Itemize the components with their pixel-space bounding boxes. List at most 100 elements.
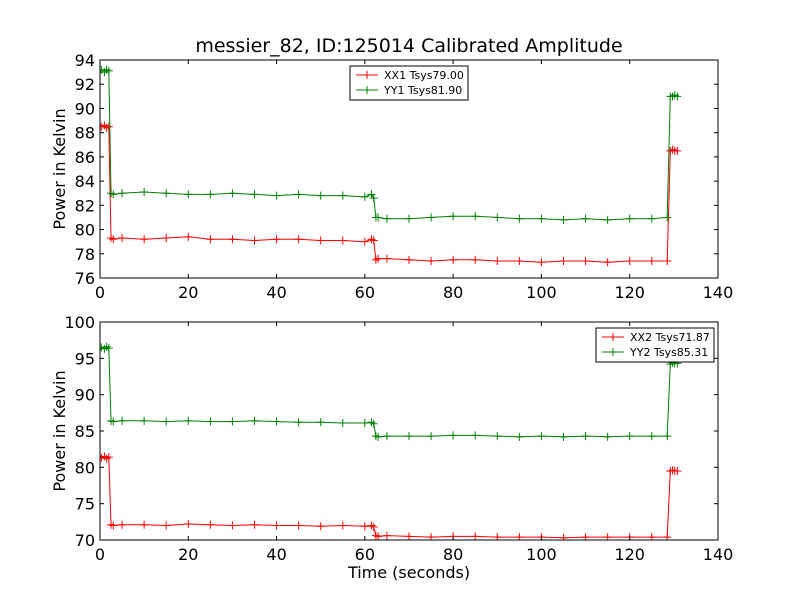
chart-0-series-0-point (206, 235, 215, 244)
chart-1-series-1-point (109, 417, 118, 426)
chart-0-series-0-point (109, 235, 118, 244)
chart-1-series-0-point (360, 522, 369, 531)
chart-0-legend-label: XX1 Tsys79.00 (384, 69, 464, 82)
chart-0-legend-marker (363, 86, 371, 94)
chart-1-series-1-point (471, 431, 480, 440)
chart-1-series-1-point (140, 416, 149, 425)
chart-0-legend: XX1 Tsys79.00 YY1 Tsys81.90 (349, 65, 469, 101)
chart-1-series-0-point (369, 522, 378, 531)
chart-1-series-1-point (405, 432, 413, 441)
chart-0-series-1-point (493, 213, 502, 222)
chart-0-series-1-point (338, 191, 347, 200)
chart-0-legend-marker (363, 71, 371, 79)
chart-1-xtick-label: 40 (266, 545, 286, 564)
chart-0-ytick-label: 80 (75, 221, 95, 240)
chart-1-ytick-label: 75 (75, 495, 95, 514)
chart-0-series-1-point (405, 214, 413, 223)
chart-1-series-0-point (184, 520, 193, 529)
chart-0-series-0-point (369, 236, 378, 245)
chart-1-series-1-point (559, 432, 568, 441)
chart-0-series-0-point (360, 237, 369, 246)
chart-0-series-1 (100, 65, 682, 224)
chart-0-series-0 (100, 121, 682, 267)
chart-1-series-0-point (118, 520, 127, 529)
chart-1-xtick-label: 100 (526, 545, 557, 564)
chart-1-series-0-point (673, 466, 682, 475)
chart-1-xtick-label: 0 (95, 545, 105, 564)
chart-0-xtick-label: 120 (614, 283, 645, 302)
chart-0-series-0-point (493, 257, 502, 266)
chart-1-ytick-label: 100 (64, 313, 95, 332)
chart-1-series-0-point (316, 522, 325, 531)
chart-1-legend-label: YY2 Tsys85.31 (629, 346, 708, 359)
chart-1-xtick-label: 20 (178, 545, 198, 564)
chart-1-series-0-point (228, 521, 237, 530)
chart-1-series-0-point (250, 520, 259, 529)
chart-0-ylabel: Power in Kelvin (50, 108, 69, 229)
chart-0-series-1-point (449, 212, 458, 221)
chart-0-series-1-point (118, 189, 127, 198)
chart-0-series-1-point (581, 214, 590, 223)
chart-0-series-1-point (360, 192, 369, 201)
chart-1-series-0-point (382, 531, 391, 540)
chart-0-series-0-point (338, 236, 347, 245)
chart-0-series-0-point (228, 235, 237, 244)
chart-0-series-1-point (603, 215, 612, 224)
chart-0-legend-label: YY1 Tsys81.90 (383, 84, 462, 97)
chart-0-series-1-point (140, 188, 149, 197)
chart-0-series-0-point (316, 236, 325, 245)
chart-0-series-1-point (250, 190, 259, 199)
chart-0-series-0-point (625, 257, 634, 266)
chart-0-series-1-point (294, 190, 303, 199)
chart-0-series-1-point (228, 189, 237, 198)
chart-0-series-1-point (109, 190, 118, 199)
chart-1-series-0-point (471, 532, 480, 540)
chart-0-series-1-point (382, 214, 391, 223)
chart-1-series-1-point (663, 432, 672, 441)
chart-1-series-0-point (338, 521, 347, 530)
chart-0-ytick-label: 88 (75, 124, 95, 143)
chart-0-series-1-point (625, 214, 634, 223)
chart-1-series-1-point (382, 432, 391, 441)
chart-1-ytick-label: 85 (75, 422, 95, 441)
chart-1-series-0-line (101, 455, 678, 539)
chart-1-series-1-point (316, 418, 325, 427)
chart-1-series-1-point (581, 432, 590, 441)
chart-0-series-1-point (537, 214, 546, 223)
chart-1-series-1-point (338, 419, 347, 428)
chart-0-series-1-point (104, 66, 113, 75)
chart-1-series-0-point (405, 532, 413, 540)
chart-1-series-1-point (118, 416, 127, 425)
chart-1-legend-box (595, 327, 715, 363)
chart-1-series-0-point (140, 520, 149, 529)
chart-1-series-0-point (374, 532, 383, 540)
chart-0-xtick-label: 60 (355, 283, 375, 302)
chart-1-series-1-point (427, 432, 436, 441)
chart-1-series-1-point (515, 432, 524, 441)
chart-1-legend-label: XX2 Tsys71.87 (630, 331, 710, 344)
chart-1-ytick-label: 90 (75, 386, 95, 405)
chart-0-xtick-label: 80 (443, 283, 463, 302)
chart-0-series-1-point (374, 213, 383, 222)
chart-0-series-0-point (427, 257, 436, 266)
chart-1-series-0-point (272, 521, 281, 530)
chart-0-series-1-point (162, 189, 171, 198)
chart-1-series-1-point (294, 418, 303, 427)
chart-1-series-1-point (360, 419, 369, 428)
chart-1-series-1-point (104, 344, 113, 353)
chart-0-series-1-line (100, 69, 678, 221)
chart-0-series-0-point (374, 254, 383, 263)
chart-1-series-1 (100, 342, 682, 441)
chart-0-series-0-point (294, 235, 303, 244)
chart-0-ytick-label: 82 (75, 196, 95, 215)
chart-0-ytick-label: 84 (75, 172, 95, 191)
chart-0-series-1-point (184, 190, 193, 199)
chart-1-series-1-point (603, 432, 612, 441)
chart-1-series-1-line (101, 346, 678, 438)
chart-1-series-0-point (104, 453, 113, 462)
chart-0-series-0-point (272, 235, 281, 244)
chart-0-axes-frame (99, 59, 719, 279)
chart-1-series-0-point (294, 521, 303, 530)
chart-1-series-1-point (625, 432, 634, 441)
chart-1-ylabel: Power in Kelvin (50, 370, 69, 491)
